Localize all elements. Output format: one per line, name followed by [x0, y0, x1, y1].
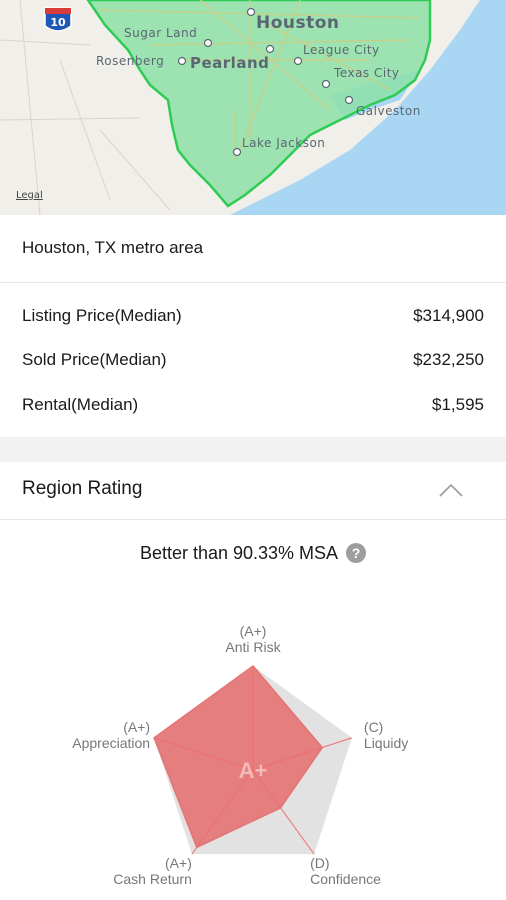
gulf-water: [230, 0, 506, 215]
section-separator: [0, 437, 506, 462]
overall-grade: A+: [239, 758, 268, 783]
radar-grade-label: (C): [364, 719, 383, 735]
radar-grade-label: (A+): [165, 855, 192, 871]
rating-summary: Better than 90.33% MSA?: [0, 543, 506, 564]
region-map[interactable]: 10 Houston Sugar Land Rosenberg Pearland…: [0, 0, 506, 215]
collapse-chevron-icon[interactable]: [436, 478, 466, 502]
radar-axis-name-label: Liquidy: [364, 735, 408, 751]
radar-axis-name-label: Cash Return: [113, 871, 192, 887]
stat-value: $1,595: [432, 395, 484, 414]
radar-grade-label: (A+): [240, 623, 267, 639]
map-label-rosenberg: Rosenberg: [96, 54, 165, 68]
radar-spoke: [153, 737, 254, 771]
stat-row-rental: Rental(Median) $1,595: [22, 395, 484, 419]
help-icon[interactable]: ?: [346, 543, 367, 563]
stat-label: Rental(Median): [22, 395, 139, 414]
radar-data-shape: [153, 664, 324, 849]
radar-axis-name-label: Appreciation: [72, 735, 150, 751]
radar-spoke: [191, 769, 254, 855]
map-label-league-city: League City: [303, 43, 380, 57]
radar-grade-label: (A+): [123, 719, 150, 735]
stat-value: $314,900: [413, 306, 484, 325]
rating-radar-chart: A+ (A+)Anti Risk(C)Liquidy(D)Confidence(…: [72, 623, 408, 887]
radar-spokes: [153, 666, 353, 855]
radar-axis-name-label: Confidence: [310, 871, 381, 887]
radar-axis-labels: (A+)Anti Risk(C)Liquidy(D)Confidence(A+)…: [72, 623, 408, 887]
highway-number: 10: [50, 16, 66, 29]
divider: [0, 282, 506, 283]
radar-grade-label: (D): [310, 855, 329, 871]
region-rating-title: Region Rating: [22, 478, 143, 499]
map-label-lake-jackson: Lake Jackson: [242, 136, 326, 150]
divider: [0, 519, 506, 520]
map-label-sugar-land: Sugar Land: [124, 26, 198, 40]
interstate-shield-icon: 10: [44, 7, 72, 32]
stat-value: $232,250: [413, 350, 484, 369]
map-legal-link[interactable]: Legal: [16, 190, 43, 201]
map-canvas[interactable]: 10: [0, 0, 506, 215]
stat-label: Sold Price(Median): [22, 350, 167, 369]
metro-area-title: Houston, TX metro area: [22, 238, 204, 257]
map-label-houston: Houston: [256, 13, 340, 33]
radar-axis-name-label: Anti Risk: [225, 639, 281, 655]
radar-spoke: [252, 737, 353, 771]
rating-summary-text: Better than 90.33% MSA: [139, 543, 339, 563]
stat-row-listing-price: Listing Price(Median) $314,900: [22, 306, 484, 330]
map-label-texas-city: Texas City: [334, 66, 400, 80]
radar-spoke: [252, 769, 315, 855]
stat-label: Listing Price(Median): [22, 306, 182, 325]
map-label-galveston: Galveston: [356, 104, 421, 118]
map-label-pearland: Pearland: [190, 54, 270, 72]
stat-row-sold-price: Sold Price(Median) $232,250: [22, 350, 484, 374]
